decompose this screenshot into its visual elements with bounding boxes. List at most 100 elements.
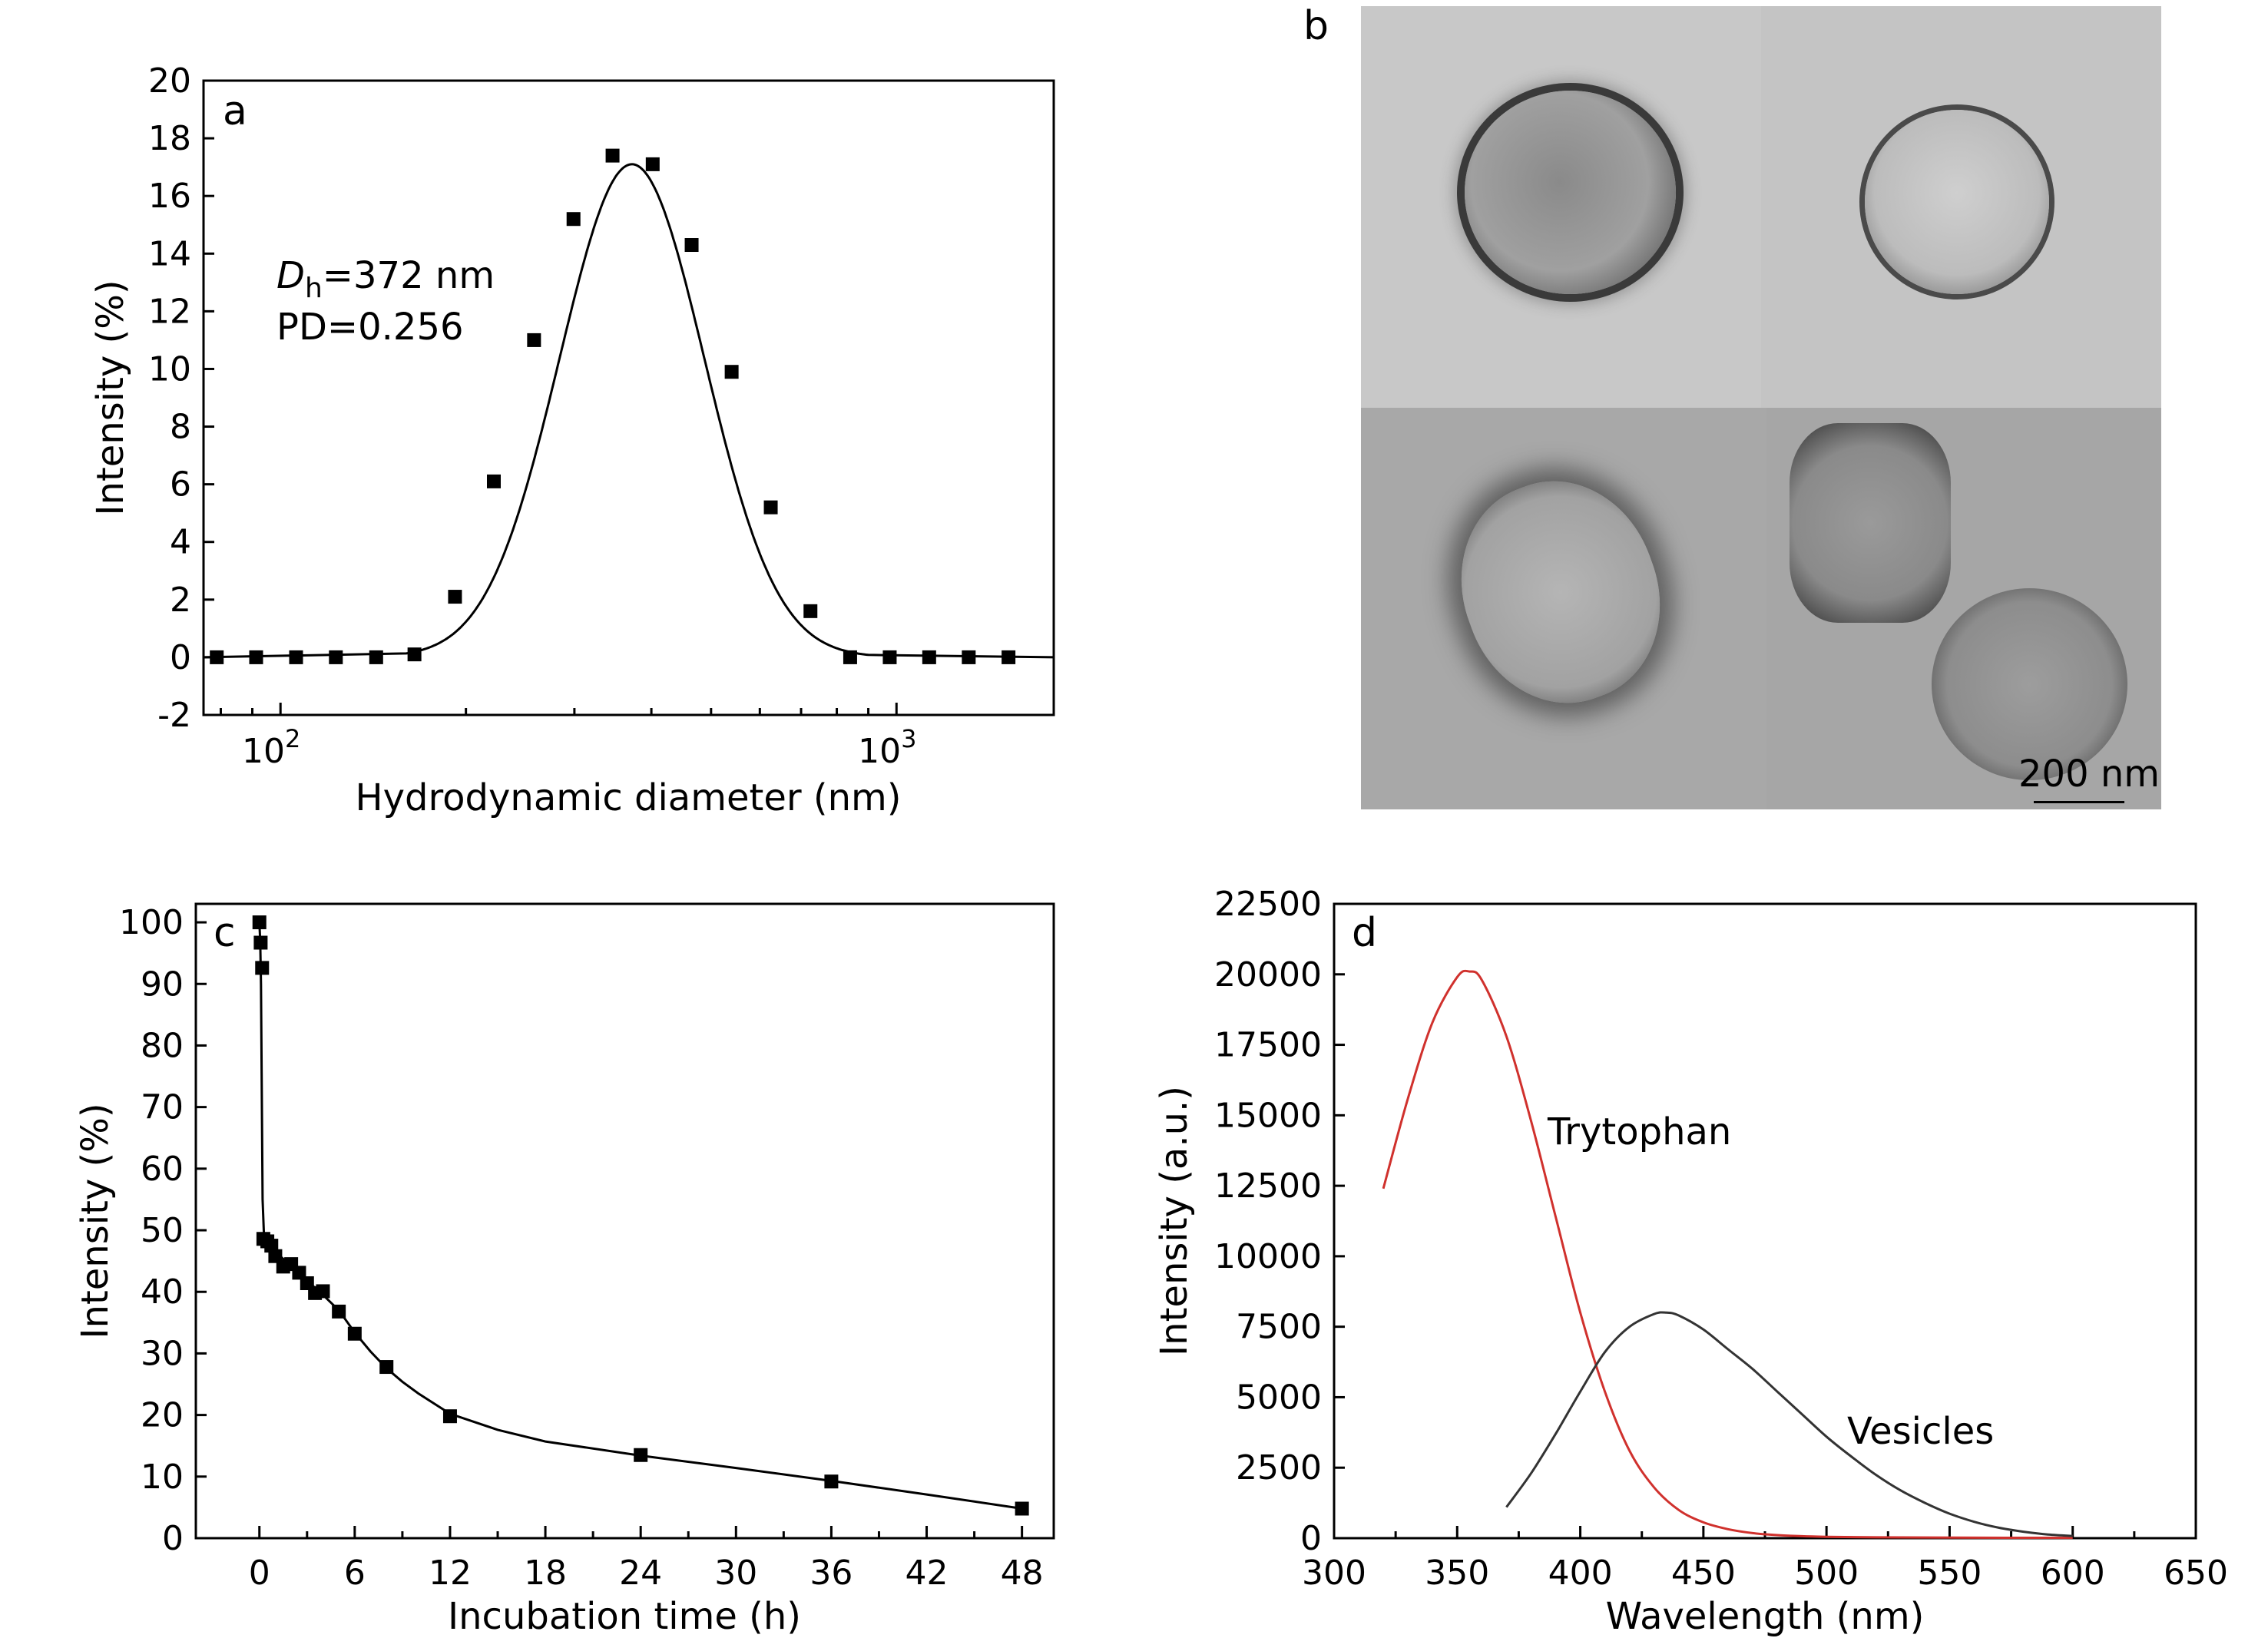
tem-quadrant-bottom-left [1361, 408, 1766, 809]
dh-symbol: D [276, 254, 305, 297]
panel-a-ylabel: Intensity (%) [89, 280, 132, 515]
panel-c-fit-curve [258, 922, 1022, 1510]
panel-a-frame [202, 79, 1055, 716]
panel-c-data-point [292, 1266, 306, 1280]
panel-a-data-point [329, 650, 343, 664]
panel-a-data-point [684, 238, 699, 253]
panel-d-ytick-label: 22500 [1214, 885, 1322, 924]
trytophan-series-line [1382, 969, 2073, 1540]
panel-c-data-point [268, 1249, 283, 1263]
panel-d-ytick-label: 20000 [1214, 955, 1322, 994]
panel-c-xtick-label: 6 [344, 1554, 366, 1593]
panel-d-xtick-label: 500 [1794, 1554, 1859, 1593]
panel-c-xtick-label: 24 [619, 1554, 662, 1593]
panel-a-data-point [487, 474, 502, 488]
panel-a-pd-annotation: PD=0.256 [276, 306, 464, 349]
panel-d-xtick-label: 650 [2164, 1554, 2228, 1593]
panel-a-letter: a [223, 88, 247, 134]
panel-a-ytick-label: 10 [148, 349, 191, 389]
tem-quadrant-bottom-right [1766, 408, 2161, 809]
scale-bar-label: 200 nm [2018, 753, 2160, 796]
panel-d-ytick-label: 17500 [1214, 1026, 1322, 1065]
panel-d-xtick-label: 350 [1425, 1554, 1489, 1593]
panel-a-data-point [289, 650, 303, 664]
panel-c-xtick-label: 30 [714, 1554, 757, 1593]
panel-a-data-point [803, 604, 818, 618]
panel-c-xtick-label: 12 [429, 1554, 472, 1593]
panel-c-ytick-label: 60 [141, 1150, 184, 1189]
dh-value: =372 nm [323, 254, 495, 297]
panel-a-data-point [448, 590, 462, 604]
panel-d-chart: 0 2500 5000 7500 10000 12500 15000 17500 20000 22… [1153, 885, 2228, 1638]
panel-d-xtick-label: 550 [1917, 1554, 1982, 1593]
panel-d-ytick-label: 0 [1300, 1519, 1322, 1558]
panel-a-ytick-label: 16 [148, 177, 191, 216]
panel-d-letter: d [1352, 910, 1377, 956]
panel-c-data-point [255, 961, 270, 975]
panel-c-data-point [347, 1326, 362, 1341]
panel-d-xtick-label: 300 [1302, 1554, 1366, 1593]
panel-c-ytick-label: 70 [141, 1088, 184, 1127]
panel-a-xlabel: Hydrodynamic diameter (nm) [356, 776, 902, 819]
vesicle-bottom-left [1432, 454, 1690, 730]
panel-a-ytick-label: 18 [148, 119, 191, 158]
panel-c-ytick-label: 0 [162, 1519, 184, 1558]
dh-subscript: h [305, 273, 323, 304]
panel-c-ytick-label: 10 [141, 1458, 184, 1497]
panel-a-ytick-label: 20 [148, 61, 191, 101]
panel-c-data-point [379, 1360, 394, 1375]
panel-c-ytick-label: 40 [141, 1272, 184, 1312]
panel-c-xtick-label: 48 [1001, 1554, 1044, 1593]
panel-c-xtick-label: 18 [524, 1554, 567, 1593]
panel-a-ytick-label: 2 [170, 581, 191, 620]
panel-c-ytick-label: 80 [141, 1026, 184, 1065]
panel-a-ytick-label: -2 [157, 696, 191, 735]
panel-a-data-point [527, 333, 541, 347]
panel-a-data-point [249, 650, 263, 664]
panel-d-ytick-label: 5000 [1236, 1378, 1322, 1417]
panel-d-frame [1333, 902, 2197, 1540]
panel-d-xtick-label: 400 [1548, 1554, 1613, 1593]
tem-micrograph [1361, 6, 2161, 809]
panel-d-xtick-label: 450 [1671, 1554, 1736, 1593]
vesicles-series-line [1505, 1311, 2073, 1537]
vesicle-bottom-right-lower [1932, 588, 2127, 780]
panel-d-ytick-label: 10000 [1214, 1237, 1322, 1276]
panel-d-ytick-label: 15000 [1214, 1096, 1322, 1135]
panel-a-fit-curve [203, 163, 1055, 659]
panel-c-data-point [634, 1448, 648, 1462]
panel-a-data-point [724, 365, 739, 379]
panel-c-ytick-label: 20 [141, 1396, 184, 1435]
panel-a-ytick-label: 4 [170, 523, 191, 562]
vesicle-top-right [1865, 110, 2049, 294]
panel-a-xtick-label: 102 [242, 724, 300, 771]
panel-a-data-point [210, 650, 224, 664]
panel-a-data-point [605, 148, 620, 163]
vesicle-bottom-right-upper [1790, 423, 1951, 623]
panel-a-ytick-label: 14 [148, 234, 191, 273]
panel-c-data-point [332, 1304, 346, 1319]
panel-d-ytick-label: 2500 [1236, 1448, 1322, 1487]
series-label-vesicles: Vesicles [1847, 1410, 1994, 1453]
panel-c-xtick-label: 42 [906, 1554, 949, 1593]
panel-b-letter: b [1303, 3, 1329, 49]
panel-c-ylabel: Intensity (%) [74, 1103, 117, 1339]
panel-c-ytick-label: 100 [119, 903, 184, 942]
panel-a-data-point [566, 212, 581, 227]
panel-c-chart: 0 10 20 30 40 50 60 70 80 90 100 0 6 12 18 24 30 36 42 48 c… [74, 902, 1055, 1638]
series-label-trytophan: Trytophan [1547, 1110, 1731, 1153]
panel-a-data-point [369, 650, 383, 664]
vesicle-top-left [1465, 91, 1676, 294]
panel-c-data-point [1015, 1501, 1029, 1516]
panel-d-xlabel: Wavelength (nm) [1606, 1595, 1925, 1638]
panel-a-data-point [763, 500, 778, 515]
panel-c-ytick-label: 90 [141, 965, 184, 1004]
panel-c-xtick-label: 0 [249, 1554, 270, 1593]
scale-bar [2034, 801, 2124, 803]
panel-a-data-point [882, 650, 897, 664]
panel-c-xtick-label: 36 [810, 1554, 853, 1593]
panel-c-data-point [824, 1474, 839, 1489]
panel-a-data-point [843, 650, 857, 664]
panel-c-data-point [442, 1409, 457, 1424]
panel-d-xtick-label: 600 [2041, 1554, 2105, 1593]
